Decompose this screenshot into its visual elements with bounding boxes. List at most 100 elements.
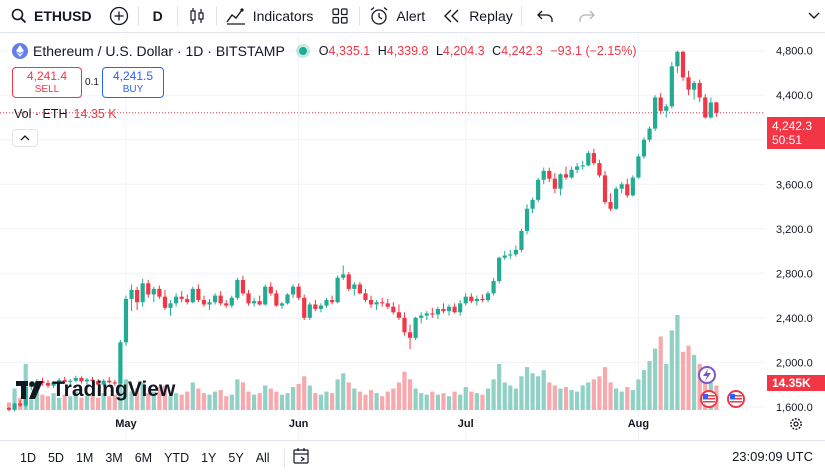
volume-axis-tag: 14.35K (767, 375, 825, 391)
indicators-button[interactable]: Indicators (217, 0, 322, 33)
volume-label: Vol · ETH (14, 107, 68, 121)
x-tick-label: Jun (289, 418, 309, 430)
candle-body (530, 199, 535, 209)
chart-type-button[interactable] (178, 0, 216, 33)
range-button-5y[interactable]: 5Y (228, 451, 244, 465)
candle-body (68, 380, 73, 382)
alert-button[interactable]: Alert (360, 0, 433, 33)
chart-legend: Ethereum / U.S. Dollar · 1D · BITSTAMP O… (12, 43, 641, 59)
candle-body (324, 300, 329, 306)
volume-bar (513, 388, 518, 410)
volume-bar (692, 354, 697, 410)
candle-body (207, 302, 212, 305)
candle-body (302, 297, 307, 318)
news-event-marker[interactable] (698, 366, 716, 384)
candle-body (368, 300, 374, 305)
candle-body (396, 312, 401, 318)
candle-body (285, 294, 290, 304)
x-tick-label: Aug (628, 418, 649, 430)
candle-body (73, 377, 78, 381)
calendar-go-to-icon (292, 447, 309, 464)
volume-bar (318, 394, 324, 410)
candle-body (491, 281, 496, 294)
volume-bar (419, 393, 424, 410)
candle-body (146, 283, 151, 295)
candle-body (480, 298, 485, 301)
volume-bar (435, 394, 440, 410)
y-tick-label: 4,800.0 (776, 46, 813, 58)
volume-bar (474, 393, 479, 410)
collapse-legend-button[interactable] (12, 129, 38, 147)
y-tick-label: 4,400.0 (776, 90, 813, 102)
range-button-3m[interactable]: 3M (105, 451, 123, 465)
range-button-5d[interactable]: 5D (47, 451, 64, 465)
candle-body (240, 279, 246, 294)
volume-bar (669, 330, 674, 410)
volume-bar (346, 382, 351, 410)
more-options-button[interactable] (795, 0, 825, 33)
close-value: 4,242.3 (501, 44, 543, 58)
price-chart[interactable]: 4,800.04,400.04,000.03,600.03,200.02,800… (0, 34, 825, 440)
sell-label: SELL (34, 84, 60, 95)
volume-bar (296, 383, 301, 410)
redo-button[interactable] (568, 0, 606, 33)
chart-settings-button[interactable] (789, 417, 803, 436)
candle-body (385, 303, 390, 307)
volume-bar (263, 385, 268, 410)
layouts-button[interactable] (321, 0, 359, 33)
economic-event-marker[interactable] (700, 390, 718, 408)
range-button-6m[interactable]: 6M (134, 451, 153, 465)
candle-body (580, 165, 585, 167)
range-button-all[interactable]: All (255, 451, 270, 465)
volume-bar (218, 390, 223, 410)
candle-body (452, 306, 457, 313)
undo-icon (534, 5, 556, 27)
range-button-1d[interactable]: 1D (20, 451, 36, 465)
volume-legend: Vol · ETH 14.35 K (14, 107, 117, 121)
volume-bar (174, 393, 179, 410)
symbol-title: Ethereum / U.S. Dollar · 1D · BITSTAMP (33, 43, 285, 59)
volume-bar (274, 391, 279, 410)
volume-bar (491, 379, 496, 410)
candle-body (597, 163, 602, 176)
undo-button[interactable] (522, 0, 568, 33)
volume-bar (352, 388, 357, 410)
candle-body (391, 306, 396, 313)
candle-body (586, 153, 591, 166)
volume-bar (79, 397, 84, 410)
volume-bar (40, 394, 45, 410)
indicators-label: Indicators (252, 8, 314, 24)
replay-button[interactable]: Replay (433, 0, 521, 33)
utc-clock[interactable]: 23:09:09 UTC (732, 449, 813, 464)
buy-button[interactable]: 4,241.5 BUY (102, 67, 164, 98)
candle-body (419, 315, 424, 318)
volume-bar (341, 373, 346, 410)
candle-body (235, 279, 240, 298)
date-range-button[interactable] (292, 447, 311, 470)
volume-bar (502, 382, 507, 410)
interval-button[interactable]: D (139, 0, 177, 33)
symbol-search[interactable]: ETHUSD (0, 0, 100, 33)
volume-bar (647, 360, 652, 410)
sell-button[interactable]: 4,241.4 SELL (12, 67, 82, 98)
candle-body (6, 407, 12, 410)
candle-body (524, 208, 530, 232)
volume-bar (680, 351, 686, 410)
candle-body (346, 274, 351, 289)
range-button-1y[interactable]: 1Y (201, 451, 217, 465)
volume-bar (630, 390, 635, 410)
volume-bar (34, 391, 39, 410)
volume-bar (653, 348, 658, 410)
volume-bar (101, 393, 106, 410)
volume-bar (641, 370, 647, 410)
range-button-1m[interactable]: 1M (75, 451, 94, 465)
chart-pane[interactable]: 4,800.04,400.04,000.03,600.03,200.02,800… (0, 34, 825, 440)
alert-label: Alert (396, 8, 426, 24)
spread-value: 0.1 (85, 77, 99, 88)
volume-bar (196, 388, 201, 410)
range-button-ytd[interactable]: YTD (164, 451, 190, 465)
close-key: C (492, 44, 502, 58)
redo-icon (576, 5, 598, 27)
compare-symbol-button[interactable] (100, 0, 138, 33)
economic-event-marker[interactable] (727, 390, 745, 408)
